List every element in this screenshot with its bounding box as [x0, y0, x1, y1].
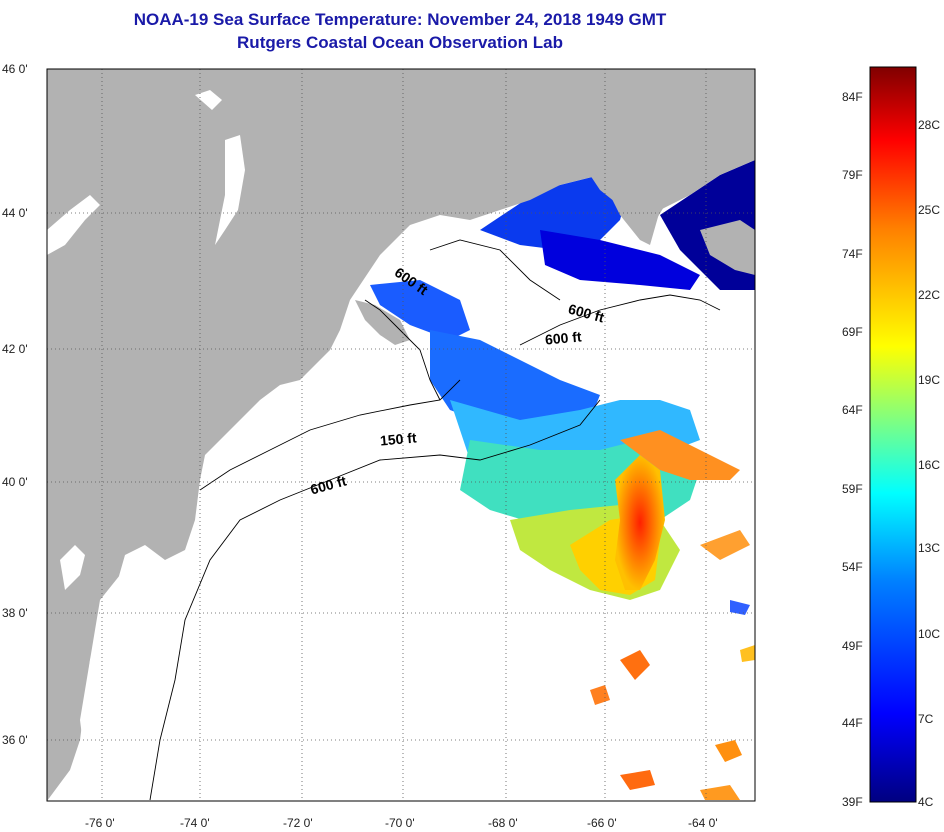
chart-subtitle: Rutgers Coastal Ocean Observation Lab	[237, 33, 563, 52]
lon-label: -64 0'	[688, 816, 718, 830]
map-frame	[46, 68, 756, 802]
lon-label: -74 0'	[180, 816, 210, 830]
colorbar-c-label: 4C	[918, 795, 934, 809]
colorbar-c-label: 22C	[918, 288, 941, 302]
colorbar-c-label: 28C	[918, 118, 941, 132]
lat-label: 38 0'	[2, 606, 28, 620]
lon-label: -68 0'	[488, 816, 518, 830]
colorbar-c-label: 25C	[918, 203, 941, 217]
lat-label: 46 0'	[2, 62, 28, 76]
isobath-label: 600 ft	[544, 328, 583, 348]
colorbar-c-label: 10C	[918, 627, 941, 641]
colorbar-f-label: 84F	[842, 90, 863, 104]
lon-label: -76 0'	[85, 816, 115, 830]
lat-label: 44 0'	[2, 206, 28, 220]
colorbar-c-label: 16C	[918, 458, 941, 472]
colorbar-f-label: 44F	[842, 716, 863, 730]
lon-label: -66 0'	[587, 816, 617, 830]
colorbar-f-label: 49F	[842, 639, 863, 653]
colorbar-f-label: 64F	[842, 403, 863, 417]
colorbar	[869, 66, 917, 803]
colorbar-f-label: 59F	[842, 482, 863, 496]
lat-label: 42 0'	[2, 342, 28, 356]
isobath-label: 150 ft	[379, 429, 418, 449]
colorbar-c-label: 7C	[918, 712, 934, 726]
colorbar-c-label: 19C	[918, 373, 941, 387]
sst-overlay	[370, 90, 755, 800]
lat-label: 40 0'	[2, 475, 28, 489]
lon-label: -70 0'	[385, 816, 415, 830]
chart-title: NOAA-19 Sea Surface Temperature: Novembe…	[133, 10, 667, 29]
colorbar-f-label: 74F	[842, 247, 863, 261]
lon-label: -72 0'	[283, 816, 313, 830]
colorbar-c-label: 13C	[918, 541, 941, 555]
isobath-lines	[149, 239, 721, 801]
colorbar-f-label: 69F	[842, 325, 863, 339]
colorbar-f-label: 79F	[842, 168, 863, 182]
land-mass	[47, 69, 755, 801]
colorbar-f-label: 39F	[842, 795, 863, 809]
colorbar-f-label: 54F	[842, 560, 863, 574]
lat-label: 36 0'	[2, 733, 28, 747]
